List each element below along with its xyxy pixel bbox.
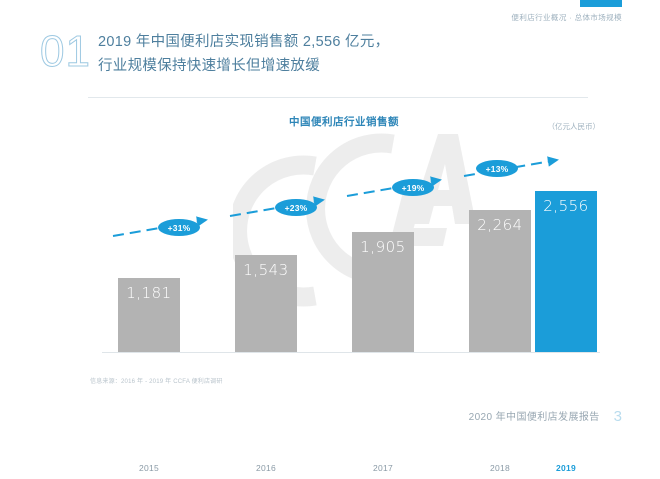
chart-source-note: 信息来源：2016 年 - 2019 年 CCFA 便利店调研 [90,379,223,385]
x-label-2019: 2019 [555,463,577,473]
x-label-2015: 2015 [138,463,160,473]
chart-title: 中国便利店行业销售额 [289,116,399,128]
page-title-line-1: 2019 年中国便利店实现销售额 2,556 亿元， [98,34,390,50]
bar-value-2018: 2,264 [477,216,523,234]
top-accent-tab [580,0,622,7]
bar-value-2016: 1,543 [243,261,289,279]
bar-value-2015: 1,181 [126,284,172,302]
chart-axis-line [102,352,600,353]
bar-2016: 1,543 [235,255,297,352]
page-title: 2019 年中国便利店实现销售额 2,556 亿元， 行业规模保持快速增长但增速… [98,30,389,78]
bar-2018: 2,264 [469,210,531,352]
section-number: 01 [40,27,91,76]
bar-2019: 2,556 [535,191,597,352]
header-divider [88,97,588,98]
bar-2017: 1,905 [352,232,414,352]
chart-container: 中国便利店行业销售额 （亿元人民币） 1,181 1,543 1,905 2,2… [88,108,601,473]
section-header: 01 2019 年中国便利店实现销售额 2,556 亿元， 行业规模保持快速增长… [40,27,600,78]
footer-title: 2020 年中国便利店发展报告 [468,412,600,423]
bar-value-2017: 1,905 [360,238,406,256]
chart-plot-area: 1,181 1,543 1,905 2,264 2,556 [88,138,600,353]
footer-page-number: 3 [613,408,622,425]
page-footer: 2020 年中国便利店发展报告 3 [468,408,622,425]
x-label-2017: 2017 [372,463,394,473]
page-title-line-2: 行业规模保持快速增长但增速放缓 [98,58,320,74]
breadcrumb: 便利店行业概况 · 总体市场规模 [511,13,622,22]
chart-unit-label: （亿元人民币） [547,122,601,131]
x-label-2016: 2016 [255,463,277,473]
bar-value-2019: 2,556 [543,197,589,215]
bar-2015: 1,181 [118,278,180,352]
chart-x-axis-labels: 2015 2016 2017 2018 2019 [88,463,600,479]
x-label-2018: 2018 [489,463,511,473]
